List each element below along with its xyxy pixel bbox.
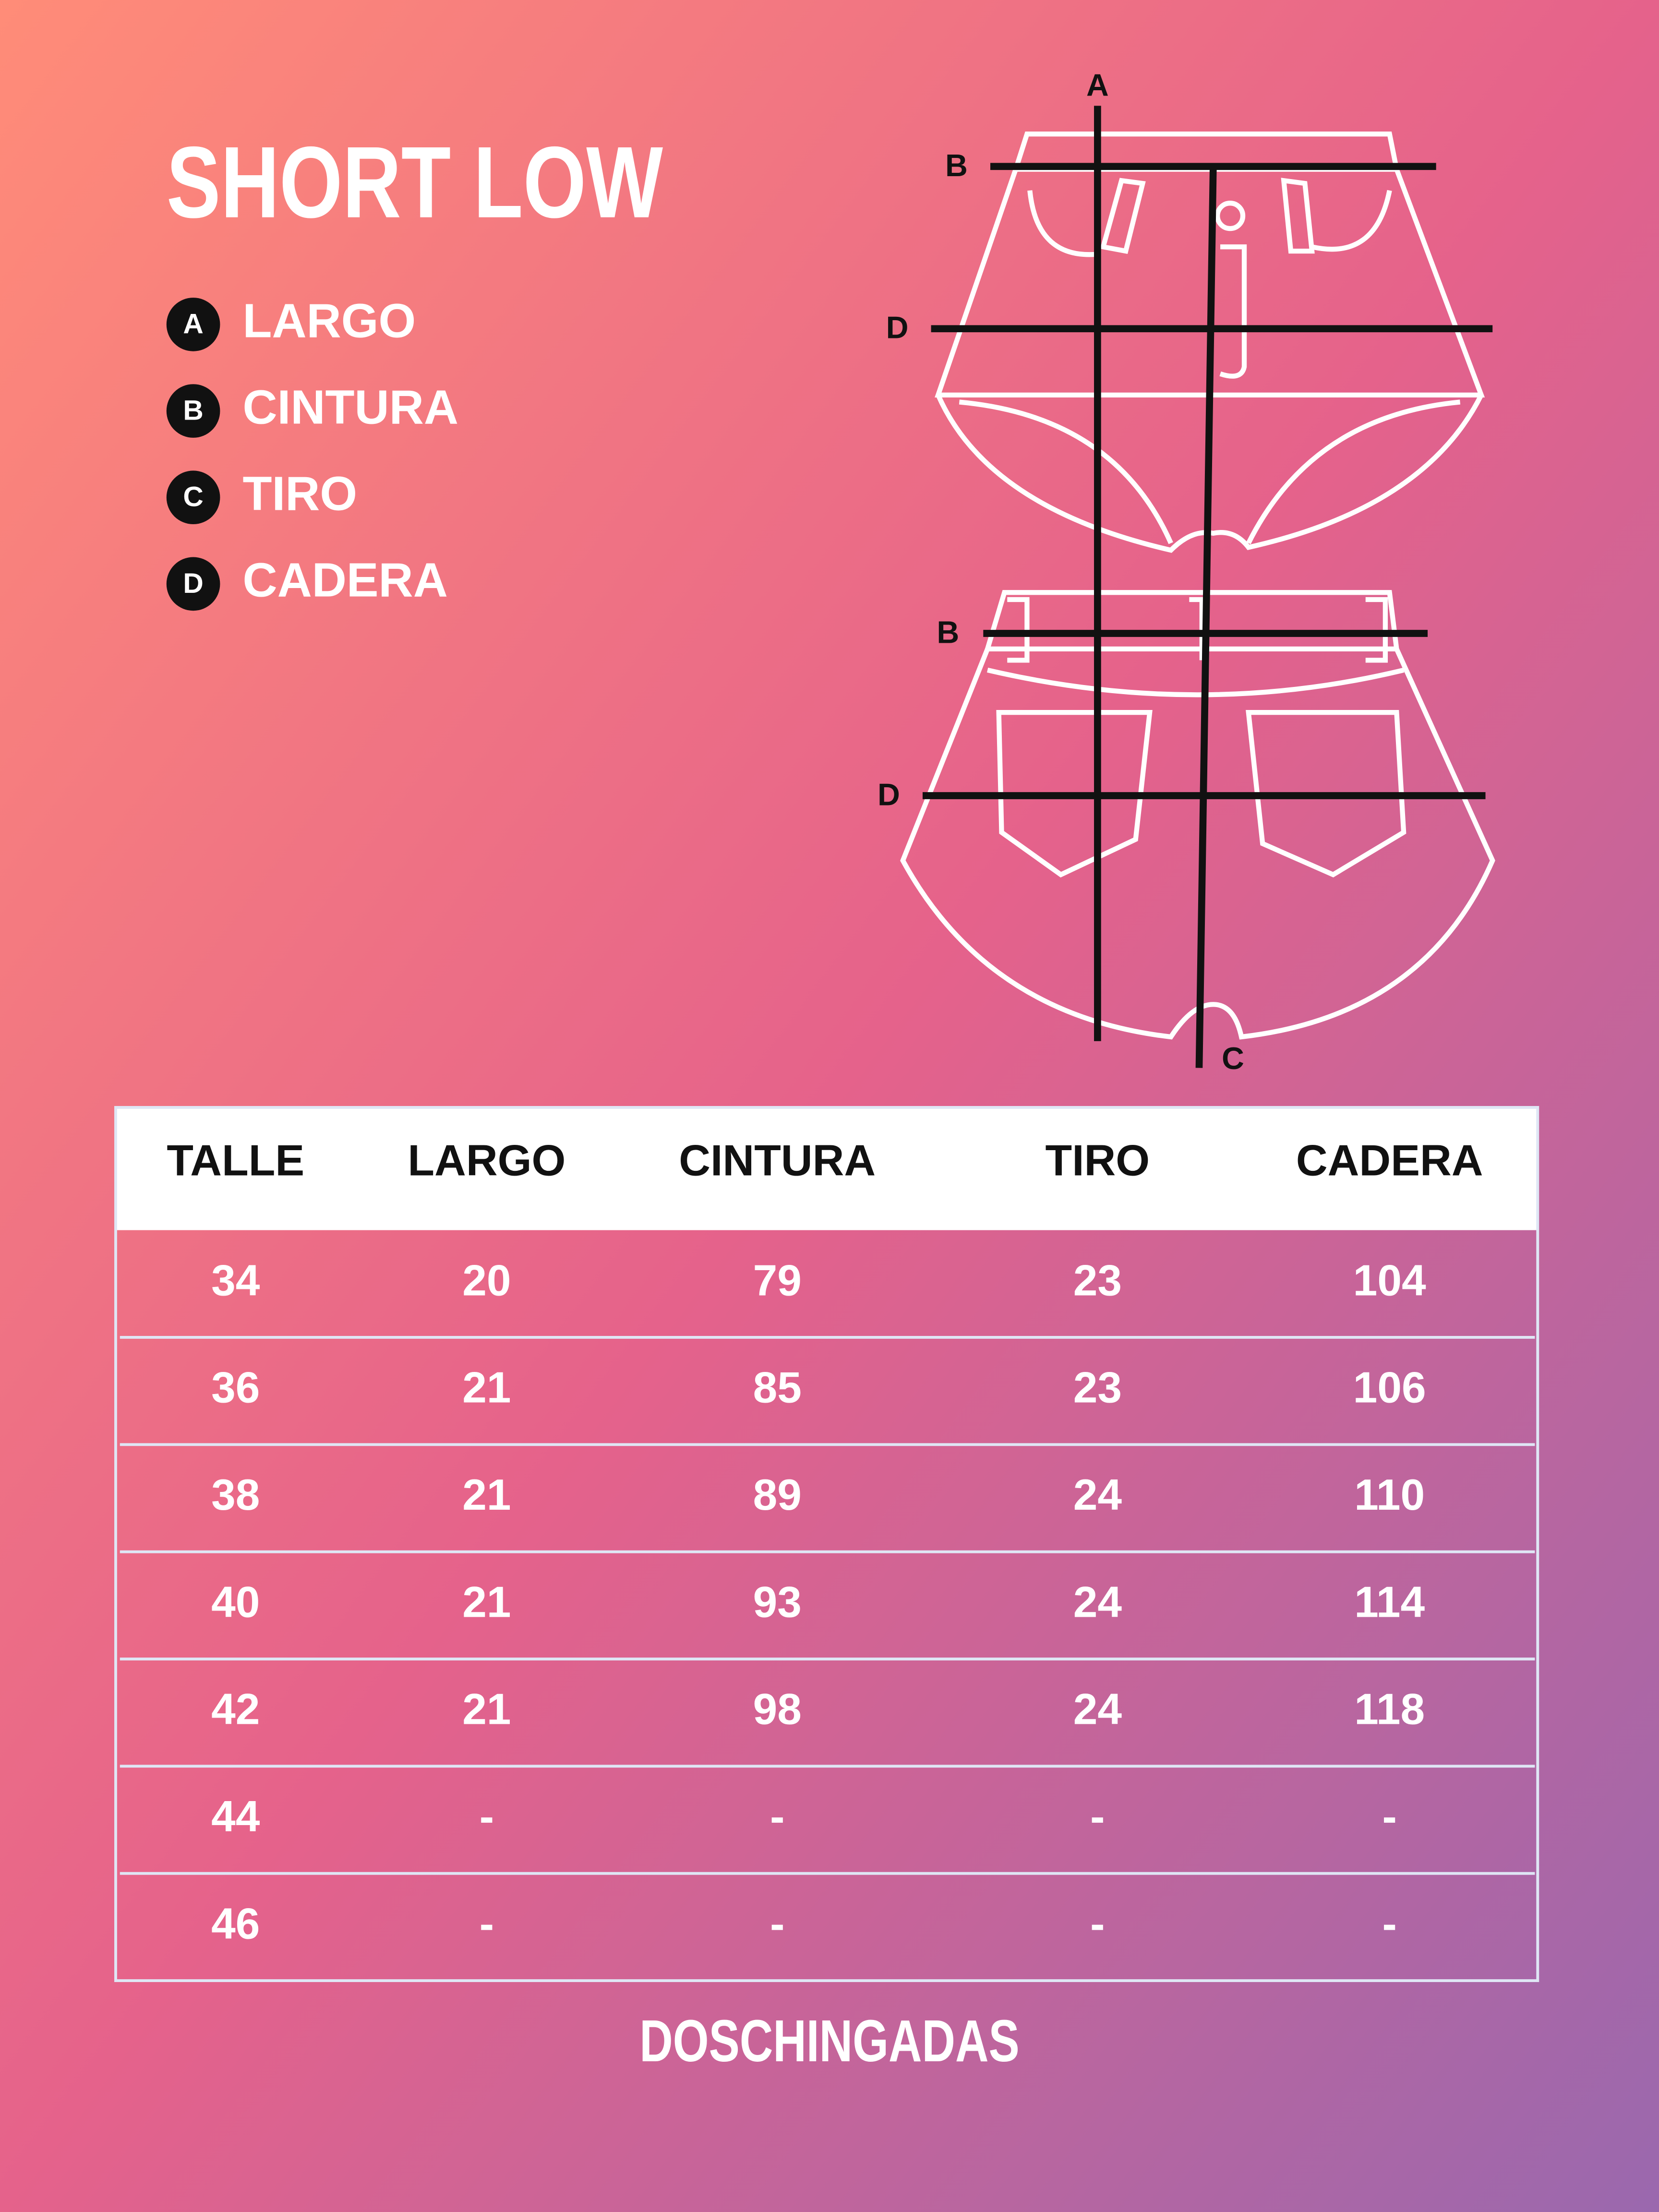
legend-badge — [166, 298, 220, 351]
legend-letter: D — [183, 568, 203, 599]
table-cell: - — [1382, 1792, 1397, 1841]
table-cell: 24 — [1073, 1578, 1122, 1626]
table-cell: 79 — [753, 1256, 802, 1305]
legend-badge — [166, 557, 220, 611]
legend-letter: C — [183, 481, 203, 513]
table-cell: 21 — [462, 1471, 511, 1519]
table-cell: 42 — [211, 1685, 260, 1734]
table-cell: 34 — [211, 1256, 260, 1305]
diagram-label: D — [878, 777, 900, 812]
diagram-label: D — [886, 310, 909, 345]
brand: DOSCHINGADAS — [639, 2008, 1020, 2074]
table-cell: 20 — [462, 1256, 511, 1305]
table-cell: 36 — [211, 1364, 260, 1412]
legend-label: LARGO — [242, 294, 416, 348]
table-cell: 93 — [753, 1578, 802, 1626]
table-cell: - — [480, 1792, 494, 1841]
diagram-label: A — [1086, 67, 1109, 102]
table-header-cell: LARGO — [408, 1137, 565, 1185]
table-header-bg — [115, 1107, 1538, 1230]
table-cell: 118 — [1354, 1685, 1425, 1734]
table-cell: - — [1090, 1792, 1105, 1841]
diagram-label: B — [945, 148, 968, 183]
legend-letter: A — [183, 308, 203, 339]
table-cell: 24 — [1073, 1471, 1122, 1519]
table-cell: 24 — [1073, 1685, 1122, 1734]
table-border — [114, 1106, 1539, 1982]
diagram-label: C — [1222, 1041, 1244, 1076]
table-cell: - — [770, 1792, 784, 1841]
table-header-cell: CADERA — [1296, 1137, 1483, 1185]
shorts-back — [900, 590, 1495, 1040]
table-header-cell: CINTURA — [679, 1137, 876, 1185]
legend-label: CINTURA — [242, 381, 458, 434]
table-cell: 106 — [1353, 1364, 1426, 1412]
legend-badge — [166, 384, 220, 438]
table-cell: 89 — [753, 1471, 802, 1519]
table-cell: 110 — [1354, 1471, 1425, 1519]
table: TALLE LARGO CINTURA TIRO CADERA 34 20 79 23 104 36… — [120, 1137, 1535, 1948]
legend: A LARGO B CINTURA C TIRO D CADERA — [166, 294, 458, 611]
table-cell: 23 — [1073, 1256, 1122, 1305]
table-cell: 40 — [211, 1578, 260, 1626]
table-cell: 104 — [1353, 1256, 1426, 1305]
table-cell: - — [1382, 1899, 1397, 1948]
title: SHORT LOW — [167, 126, 663, 239]
diagram-labels: A B D B D C — [878, 67, 1244, 1076]
table-cell: - — [1090, 1899, 1105, 1948]
table-cell: - — [770, 1899, 784, 1948]
table-cell: 21 — [462, 1364, 511, 1412]
legend-letter: B — [183, 395, 203, 426]
table-cell: 21 — [462, 1578, 511, 1626]
table-cell: 85 — [753, 1364, 802, 1412]
table-cell: 46 — [211, 1899, 260, 1948]
table-cell: 23 — [1073, 1364, 1122, 1412]
table-cell: - — [480, 1899, 494, 1948]
table-cell: 114 — [1354, 1578, 1425, 1626]
table-cell: 21 — [462, 1685, 511, 1734]
measure-lines — [922, 106, 1493, 1068]
legend-label: TIRO — [242, 468, 357, 521]
table-cell: 38 — [211, 1471, 260, 1519]
legend-badge — [166, 470, 220, 525]
legend-label: CADERA — [242, 554, 447, 607]
table-cell: 44 — [211, 1792, 260, 1841]
diagram-label: B — [937, 615, 960, 650]
table-header-cell: TIRO — [1046, 1137, 1150, 1185]
table-header-cell: TALLE — [167, 1137, 304, 1185]
table-cell: 98 — [753, 1685, 802, 1734]
